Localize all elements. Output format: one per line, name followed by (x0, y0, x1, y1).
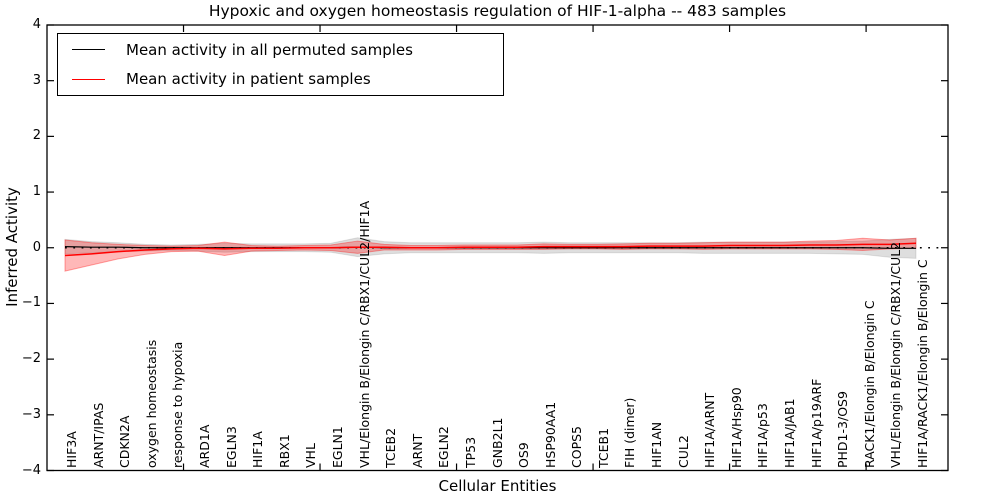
y-tick-label: −3 (21, 406, 41, 422)
y-tick-label: −4 (21, 462, 41, 478)
category-label: CUL2 (675, 435, 691, 468)
legend-item-patient: Mean activity in patient samples (58, 65, 503, 93)
category-label: ARNT (409, 433, 425, 468)
category-label: EGLN2 (436, 426, 452, 468)
category-label: EGLN1 (329, 426, 345, 468)
category-label: PHD1-3/OS9 (835, 391, 851, 468)
category-label: CDKN2A (117, 415, 133, 468)
x-axis-label: Cellular Entities (438, 477, 557, 495)
y-tick-label: −1 (21, 295, 41, 311)
category-label: HIF1A/RACK1/Elongin B/Elongin C (915, 259, 930, 468)
category-label: FIH (dimer) (622, 397, 638, 468)
patient-line-swatch (72, 78, 105, 80)
category-label: OS9 (516, 442, 532, 468)
category-label: TCEB2 (383, 427, 399, 468)
category-label: TCEB1 (595, 427, 611, 468)
category-label: HIF1A/ARNT (702, 392, 718, 468)
category-label: ARD1A (196, 424, 212, 468)
category-label: HIF1A/JAB1 (782, 398, 798, 468)
category-label: HIF1AN (649, 421, 665, 468)
category-label: RACK1/Elongin B/Elongin C (861, 300, 877, 468)
legend: Mean activity in all permuted samples Me… (57, 33, 504, 96)
category-label: HIF1A/p53 (755, 403, 771, 468)
chart-title: Hypoxic and oxygen homeostasis regulatio… (208, 2, 787, 20)
category-label: RBX1 (276, 434, 292, 468)
category-label: response to hypoxia (170, 341, 186, 468)
permuted-line-swatch (72, 49, 105, 51)
category-label: HIF1A/Hsp90 (728, 387, 744, 468)
category-label: oxygen homeostasis (143, 339, 159, 468)
category-label: COPS5 (569, 426, 585, 468)
category-label: HIF3A (64, 431, 79, 468)
category-label: VHL (303, 443, 319, 468)
y-tick-label: 4 (32, 17, 41, 32)
category-label: HSP90AA1 (542, 401, 558, 468)
y-tick-label: 2 (32, 128, 41, 144)
category-label: TP53 (462, 436, 478, 468)
category-label: VHL/Elongin B/Elongin C/RBX1/CUL2 (888, 241, 904, 468)
category-label: HIF1A (250, 431, 266, 468)
category-label: GNB2L1 (489, 417, 505, 468)
legend-label-patient: Mean activity in patient samples (126, 70, 371, 89)
y-tick-label: 3 (32, 72, 41, 88)
y-tick-label: 1 (32, 184, 41, 200)
category-label: EGLN3 (223, 426, 239, 468)
category-label: VHL/Elongin B/Elongin C/RBX1/CUL2/HIF1A (356, 200, 372, 468)
legend-label-permuted: Mean activity in all permuted samples (126, 40, 413, 59)
y-tick-label: 0 (32, 239, 41, 255)
y-tick-label: −2 (21, 351, 41, 367)
category-label: ARNT/IPAS (90, 402, 106, 468)
patient-mean-line (64, 242, 917, 257)
category-label: HIF1A/p19ARF (808, 378, 824, 468)
legend-item-permuted: Mean activity in all permuted samples (58, 36, 503, 64)
